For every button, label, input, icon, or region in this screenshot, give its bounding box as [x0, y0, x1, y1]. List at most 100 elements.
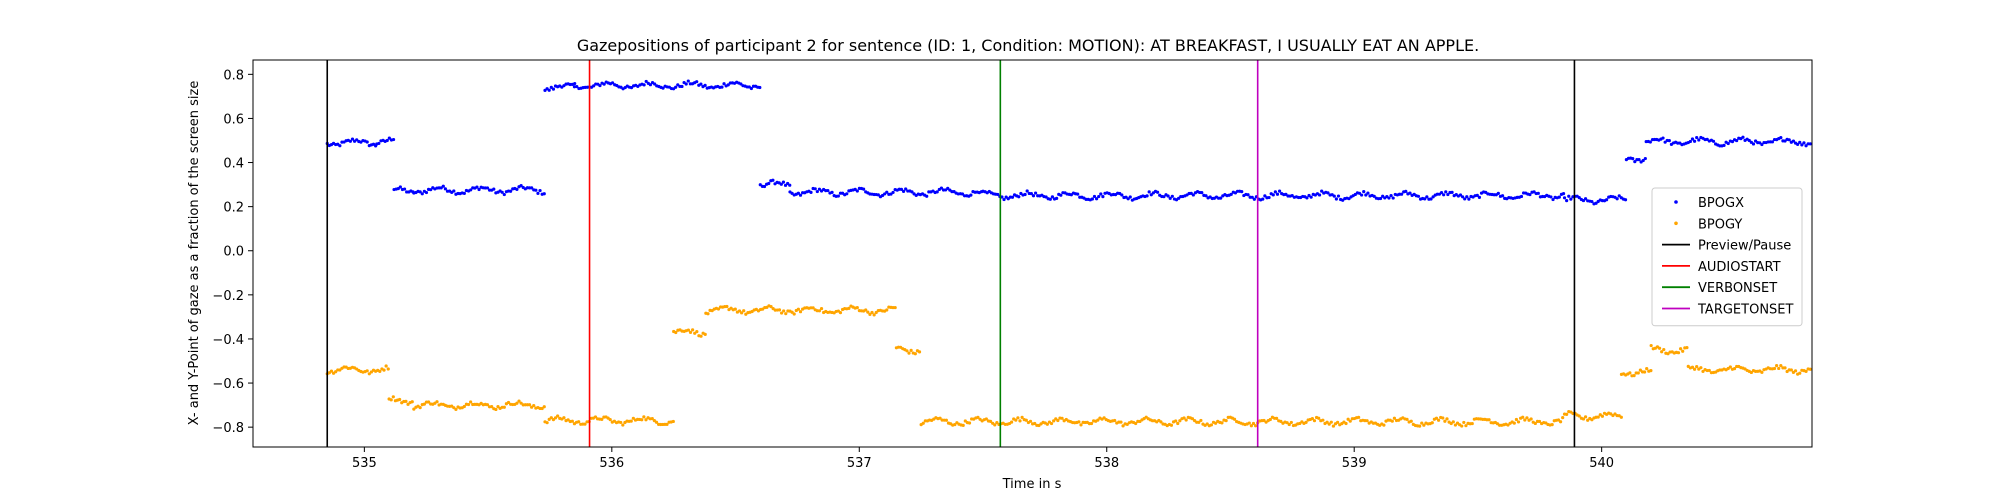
y-tick-label: −0.4 — [212, 333, 244, 348]
point-bpogx — [925, 194, 929, 198]
x-axis-label: Time in s — [1002, 477, 1062, 492]
point-bpogx — [1252, 197, 1256, 201]
point-bpogx — [1261, 197, 1265, 201]
point-bpogx — [1277, 189, 1282, 193]
legend-box — [1651, 187, 1803, 327]
point-bpogy — [1182, 416, 1186, 420]
point-bpogx — [365, 140, 369, 144]
point-bpogx — [1166, 194, 1170, 198]
point-bpogy — [1275, 416, 1279, 420]
y-tick-label: 0.2 — [223, 201, 244, 216]
point-bpogx — [492, 187, 496, 191]
point-bpogy — [384, 364, 388, 368]
point-bpogx — [1500, 194, 1505, 198]
point-bpogy — [1804, 369, 1808, 373]
point-bpogx — [1532, 190, 1536, 194]
point-bpogx — [726, 83, 730, 87]
point-bpogy — [1681, 349, 1685, 353]
point-bpogy — [1690, 365, 1695, 369]
point-bpogx — [1168, 196, 1172, 200]
point-bpogy — [1045, 422, 1049, 426]
point-bpogx — [1565, 199, 1569, 203]
point-bpogy — [1174, 419, 1178, 423]
point-bpogy — [1685, 346, 1689, 350]
point-bpogx — [1404, 189, 1408, 193]
x-tick-label: 539 — [1342, 456, 1367, 471]
point-bpogy — [485, 403, 490, 407]
point-bpogy — [378, 369, 382, 374]
x-tick-label: 538 — [1094, 456, 1119, 471]
point-bpogx — [538, 188, 542, 193]
point-bpogy — [1197, 420, 1201, 424]
point-bpogy — [938, 416, 942, 420]
legend-marker-bpogx — [1674, 200, 1678, 204]
point-bpogy — [1190, 417, 1195, 421]
point-bpogx — [674, 85, 678, 89]
point-bpogy — [329, 369, 334, 373]
point-bpogy — [644, 418, 648, 422]
point-bpogx — [1002, 197, 1006, 202]
point-bpogx — [1033, 191, 1038, 195]
point-bpogx — [1090, 197, 1094, 201]
point-bpogy — [740, 311, 744, 315]
point-bpogx — [551, 87, 556, 91]
point-bpogy — [777, 308, 782, 312]
point-bpogy — [733, 307, 737, 311]
point-bpogx — [1583, 197, 1588, 201]
point-bpogy — [784, 312, 788, 316]
point-bpogy — [545, 421, 549, 425]
point-bpogx — [542, 192, 546, 196]
point-bpogx — [1170, 194, 1174, 198]
point-bpogx — [1145, 194, 1149, 198]
point-bpogx — [1590, 199, 1594, 204]
point-bpogx — [1770, 140, 1775, 144]
point-bpogy — [1390, 419, 1394, 423]
point-bpogx — [830, 190, 834, 194]
point-bpogx — [809, 190, 813, 194]
point-bpogx — [1637, 158, 1641, 162]
point-bpogx — [1399, 192, 1404, 196]
point-bpogx — [1581, 198, 1586, 203]
y-axis-label: X- and Y-Point of gaze as a fraction of … — [187, 81, 202, 426]
point-bpogy — [1024, 418, 1028, 422]
point-bpogy — [519, 401, 523, 405]
point-bpogy — [1798, 371, 1802, 375]
point-bpogx — [1605, 198, 1609, 202]
point-bpogx — [387, 136, 391, 140]
point-bpogx — [1711, 139, 1716, 143]
point-bpogy — [1777, 366, 1781, 371]
point-bpogy — [1679, 347, 1683, 351]
point-bpogy — [1434, 416, 1439, 420]
point-bpogy — [608, 418, 612, 422]
point-bpogx — [1389, 194, 1393, 198]
point-bpogy — [1331, 424, 1336, 428]
point-bpogy — [1096, 418, 1100, 422]
point-bpogx — [1059, 193, 1063, 197]
point-bpogy — [386, 367, 390, 371]
point-bpogy — [868, 312, 872, 317]
point-bpogx — [1549, 195, 1553, 199]
point-bpogx — [1309, 195, 1313, 199]
point-bpogx — [1475, 193, 1479, 197]
point-bpogy — [885, 308, 889, 312]
point-bpogy — [404, 399, 408, 403]
point-bpogy — [1312, 419, 1317, 423]
point-bpogy — [1028, 419, 1033, 423]
point-bpogx — [1000, 195, 1004, 199]
point-bpogy — [494, 407, 498, 412]
point-bpogy — [1707, 368, 1711, 373]
point-bpogx — [1076, 192, 1080, 196]
point-bpogy — [1253, 424, 1258, 428]
point-bpogx — [1204, 194, 1208, 198]
point-bpogx — [536, 191, 540, 195]
point-bpogx — [642, 83, 646, 87]
point-bpogy — [1487, 418, 1491, 422]
point-bpogy — [1327, 422, 1331, 426]
y-axis-ticks: 0.8 0.6 0.4 0.2 0.0 −0.2 −0.4 −0.6 −0.8 — [212, 68, 253, 436]
point-bpogx — [960, 192, 965, 196]
point-bpogx — [1623, 198, 1628, 202]
point-bpogy — [1346, 417, 1350, 421]
point-bpogx — [500, 190, 504, 194]
point-bpogy — [1636, 371, 1640, 375]
